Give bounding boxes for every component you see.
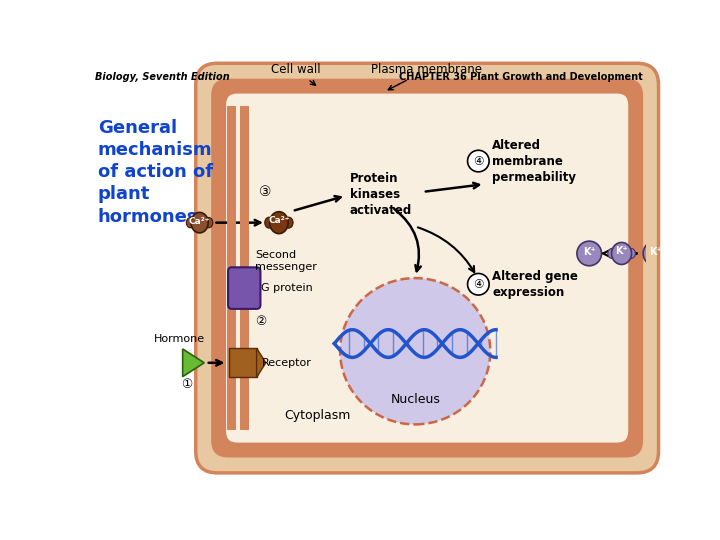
Text: Protein
kinases
activated: Protein kinases activated bbox=[350, 172, 412, 217]
Circle shape bbox=[577, 241, 601, 266]
FancyArrow shape bbox=[229, 348, 256, 377]
Text: Biology, Seventh Edition: Biology, Seventh Edition bbox=[95, 72, 230, 83]
Ellipse shape bbox=[270, 212, 288, 234]
Polygon shape bbox=[256, 348, 266, 377]
Text: Hormone: Hormone bbox=[154, 334, 205, 345]
Text: Receptor: Receptor bbox=[262, 358, 312, 368]
Text: ③: ③ bbox=[258, 185, 271, 199]
Polygon shape bbox=[183, 349, 204, 377]
Ellipse shape bbox=[284, 217, 293, 228]
Text: Ca²⁺: Ca²⁺ bbox=[269, 217, 289, 225]
Text: K⁺: K⁺ bbox=[649, 247, 662, 257]
Bar bbox=[227, 106, 235, 430]
Text: ①: ① bbox=[181, 378, 192, 391]
Text: Plasma membrane: Plasma membrane bbox=[372, 63, 482, 90]
Text: ④: ④ bbox=[473, 154, 484, 167]
Ellipse shape bbox=[340, 278, 490, 424]
Ellipse shape bbox=[265, 217, 274, 228]
Ellipse shape bbox=[608, 248, 616, 259]
Text: CHAPTER 36 Plant Growth and Development: CHAPTER 36 Plant Growth and Development bbox=[400, 72, 643, 83]
Ellipse shape bbox=[204, 218, 213, 228]
FancyBboxPatch shape bbox=[228, 267, 261, 309]
Text: General
mechanism
of action of
plant
hormones: General mechanism of action of plant hor… bbox=[98, 119, 213, 226]
Text: Altered gene
expression: Altered gene expression bbox=[492, 270, 578, 299]
Circle shape bbox=[467, 273, 489, 295]
Text: Altered
membrane
permeability: Altered membrane permeability bbox=[492, 139, 576, 184]
Text: Ca²⁺: Ca²⁺ bbox=[189, 217, 210, 226]
Ellipse shape bbox=[191, 212, 208, 233]
Bar bbox=[240, 106, 249, 430]
Circle shape bbox=[643, 241, 667, 266]
Ellipse shape bbox=[611, 242, 631, 265]
Text: Nucleus: Nucleus bbox=[390, 393, 440, 406]
Text: ④: ④ bbox=[473, 278, 484, 291]
Ellipse shape bbox=[627, 248, 635, 259]
Circle shape bbox=[467, 150, 489, 172]
Text: G protein: G protein bbox=[261, 283, 313, 293]
Text: Second
messenger: Second messenger bbox=[255, 250, 317, 272]
Ellipse shape bbox=[186, 218, 194, 228]
Text: Cell wall: Cell wall bbox=[271, 63, 320, 85]
Text: ②: ② bbox=[255, 315, 266, 328]
Text: K⁺: K⁺ bbox=[615, 246, 628, 256]
FancyBboxPatch shape bbox=[211, 79, 643, 457]
Text: K⁺: K⁺ bbox=[583, 247, 595, 257]
FancyBboxPatch shape bbox=[196, 63, 659, 473]
Text: Cytoplasm: Cytoplasm bbox=[284, 409, 351, 422]
FancyBboxPatch shape bbox=[225, 92, 629, 444]
